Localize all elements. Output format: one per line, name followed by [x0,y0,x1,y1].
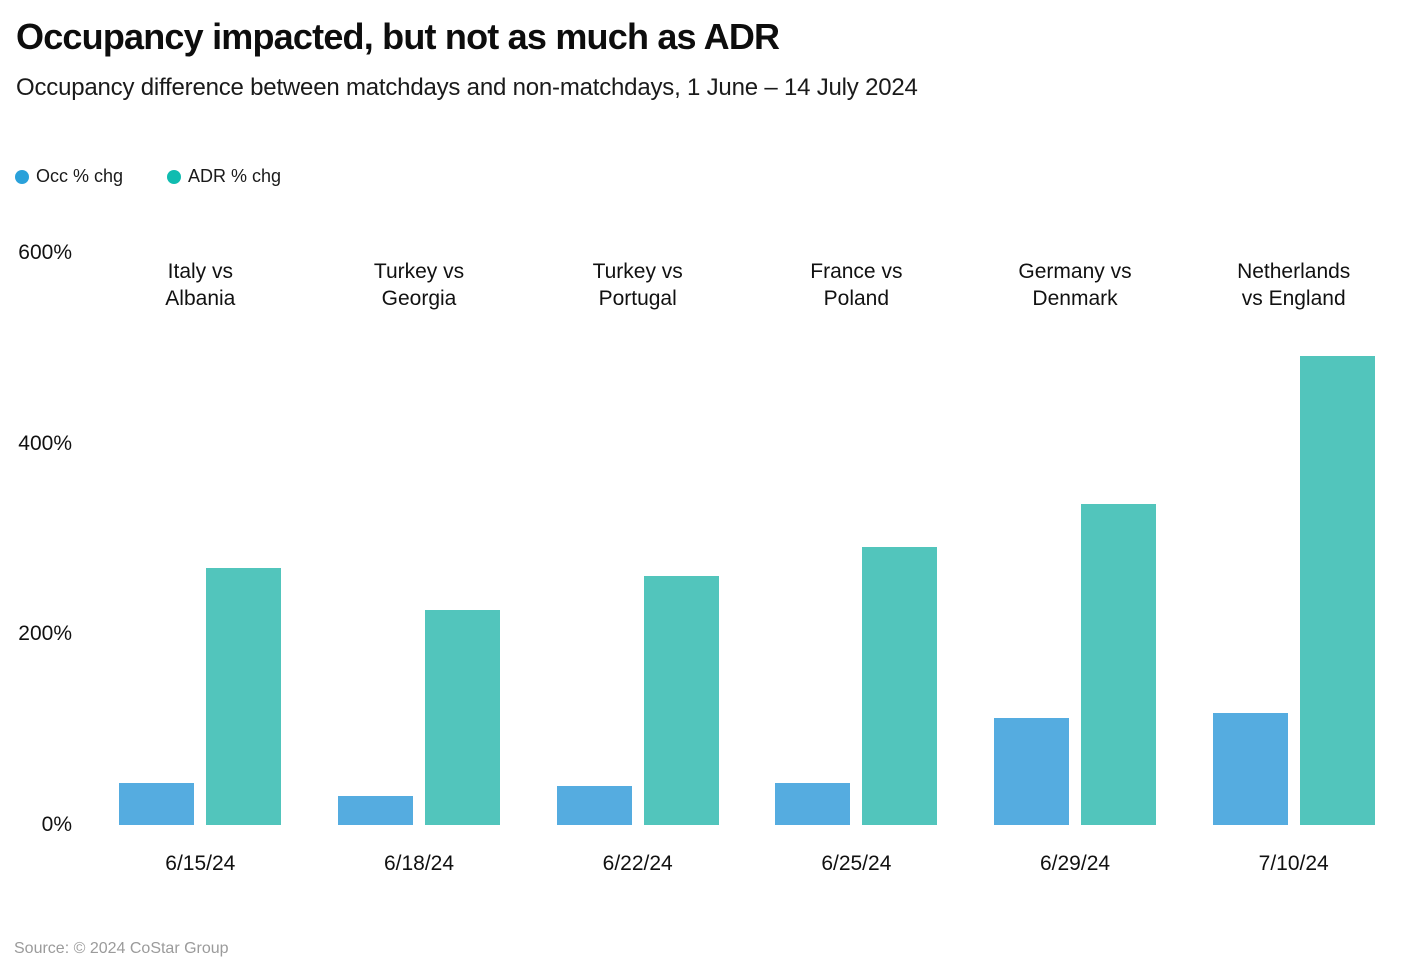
matchup-label: France vs Poland [737,258,976,312]
legend-dot-icon [15,169,29,184]
bar-pair [1212,356,1375,825]
bar-group: Netherlands vs England 7/10/24 [1184,253,1403,875]
x-axis-date-label: 6/25/24 [821,852,892,875]
bar-pair [338,609,500,825]
adr-bar [206,567,282,825]
bar-group: Turkey vs Georgia 6/18/24 [310,253,529,875]
bar-group: Turkey vs Portugal 6/22/24 [528,253,747,875]
x-axis-date-label: 6/29/24 [1039,852,1111,875]
x-axis-date-label: 6/22/24 [602,852,673,875]
source-note: Source: © 2024 CoStar Group [14,940,229,957]
y-axis-tick-label: 600% [18,241,72,264]
matchup-label-line: Albania [165,287,236,310]
matchup-label-line: Denmark [1032,287,1118,310]
adr-bar [862,546,938,825]
bar-pair [119,567,282,825]
bar-group: Germany vs Denmark 6/29/24 [966,253,1185,875]
y-axis-tick-label: 200% [18,622,72,646]
legend-item-occ: Occ % chg [15,166,123,187]
matchup-label: Netherlands vs England [1174,258,1406,312]
legend-dot-icon [167,169,182,184]
y-axis: 0% 200% 400% 600% [0,0,72,970]
matchup-label-line: Portugal [598,287,677,310]
occ-bar [775,783,851,825]
bar-pair [994,503,1157,825]
page-subtitle: Occupancy difference between matchdays a… [16,74,918,101]
bar-group: France vs Poland 6/25/24 [747,253,966,875]
x-axis-date-label: 6/18/24 [383,852,455,875]
page-title: Occupancy impacted, but not as much as A… [16,16,780,57]
matchup-label-line: Georgia [381,287,457,310]
matchup-label-line: Turkey vs [373,260,465,283]
matchup-label-line: Germany vs [1018,260,1132,283]
matchup-label: Turkey vs Georgia [300,258,539,312]
matchup-label: Turkey vs Portugal [518,258,757,312]
matchup-label-line: France vs [810,260,903,283]
matchup-label-line: Netherlands [1237,260,1351,283]
matchup-label-line: vs England [1241,287,1346,310]
y-axis-tick-label: 0% [41,813,72,836]
legend-label: Occ % chg [36,166,124,186]
bar-pair [775,546,938,825]
occ-bar [1212,712,1288,825]
occ-bar [994,718,1070,825]
matchup-label-line: Italy vs [167,260,234,283]
y-axis-tick-label: 400% [18,431,72,455]
occ-bar [338,796,413,825]
legend-item-adr: ADR % chg [167,166,281,187]
legend-label: ADR % chg [188,166,282,186]
matchup-label-line: Poland [823,287,890,310]
x-axis-date-label: 7/10/24 [1258,852,1329,875]
adr-bar [1299,356,1375,825]
plot-area: Italy vs Albania 6/15/24 Turkey vs Georgia 6/… [91,253,1403,875]
x-axis-date-label: 6/15/24 [165,852,236,875]
matchup-label: Italy vs Albania [81,258,320,312]
adr-bar [1081,503,1157,825]
matchup-label-line: Turkey vs [592,260,683,283]
adr-bar [425,609,500,825]
occ-bar [556,785,632,825]
matchup-label: Germany vs Denmark [956,258,1195,312]
bar-pair [556,576,719,825]
adr-bar [643,576,719,825]
occ-bar [119,783,195,825]
bar-group: Italy vs Albania 6/15/24 [91,253,310,875]
legend: Occ % chg ADR % chg [15,166,281,187]
